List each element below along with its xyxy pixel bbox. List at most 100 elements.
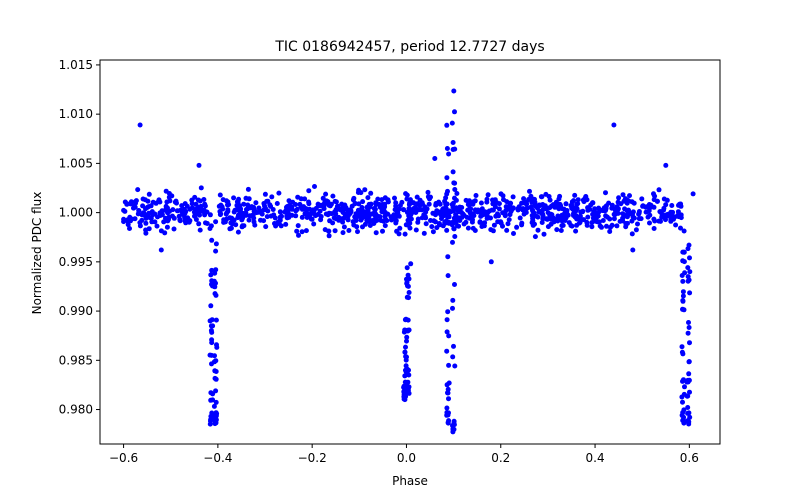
data-point [444, 201, 450, 207]
x-axis-label: Phase [392, 474, 428, 488]
data-point [413, 227, 419, 233]
data-point [157, 213, 163, 218]
data-point [405, 272, 411, 278]
data-point [467, 210, 473, 216]
data-point [209, 329, 215, 335]
data-point [510, 194, 516, 200]
data-point [575, 197, 581, 203]
data-point [419, 215, 425, 221]
data-point [599, 224, 604, 230]
y-tick-label: 0.980 [59, 403, 93, 417]
data-point [603, 213, 609, 219]
data-point [572, 192, 578, 198]
data-point [380, 207, 386, 213]
data-point [294, 228, 300, 234]
data-point [414, 201, 420, 207]
data-point [451, 226, 457, 232]
data-point [571, 198, 577, 204]
data-point [183, 220, 189, 226]
x-tick-label: 0.0 [397, 451, 416, 465]
data-point [682, 384, 687, 390]
data-point [680, 293, 686, 299]
data-point [154, 223, 160, 229]
data-point [425, 189, 431, 195]
data-point [586, 206, 592, 212]
data-point [445, 420, 451, 426]
data-point [519, 222, 525, 228]
data-point [627, 193, 632, 199]
data-point [687, 290, 693, 296]
data-point [213, 248, 219, 254]
data-point [538, 194, 544, 200]
data-point [685, 405, 691, 410]
data-point [563, 201, 569, 207]
data-point [382, 223, 388, 229]
data-point [429, 224, 435, 230]
data-point [530, 208, 536, 214]
data-point [378, 218, 384, 223]
data-point [651, 216, 657, 222]
data-point [681, 414, 687, 420]
data-point [437, 222, 442, 228]
data-point [444, 227, 450, 233]
data-point [504, 227, 510, 233]
data-point [408, 261, 414, 267]
data-point [274, 201, 280, 206]
data-point [259, 211, 265, 217]
data-point [685, 393, 691, 399]
data-point [356, 201, 362, 207]
data-point [285, 210, 291, 216]
data-point [671, 216, 676, 222]
data-point [450, 297, 456, 303]
data-point [171, 226, 177, 232]
data-point [137, 122, 143, 128]
data-point [452, 363, 458, 369]
data-point [140, 196, 146, 202]
data-point [685, 379, 691, 385]
data-point [555, 213, 561, 219]
data-point [211, 359, 217, 365]
data-point [235, 229, 241, 235]
data-point [181, 210, 187, 216]
data-point [330, 193, 336, 199]
data-point [624, 200, 630, 206]
data-point [262, 191, 268, 197]
data-point [554, 227, 560, 233]
data-point [127, 226, 132, 231]
data-point [214, 344, 220, 350]
data-point [505, 221, 511, 227]
data-point [209, 237, 215, 243]
data-point [444, 410, 450, 415]
data-point [264, 214, 270, 220]
data-point [573, 228, 579, 234]
data-point [469, 219, 475, 225]
data-point [535, 227, 541, 233]
data-point [673, 222, 679, 228]
data-point [296, 232, 301, 238]
data-point [635, 221, 640, 227]
data-point [125, 219, 131, 225]
data-point [286, 198, 292, 204]
data-point [161, 219, 167, 225]
data-point [428, 194, 433, 200]
data-point [177, 217, 183, 223]
data-point [362, 187, 368, 193]
data-point [507, 212, 513, 218]
data-point [445, 309, 451, 315]
data-point [319, 203, 324, 209]
data-point [219, 204, 225, 210]
data-point [404, 328, 410, 334]
data-point [643, 209, 649, 215]
data-point [404, 354, 409, 360]
data-point [207, 318, 213, 324]
data-point [680, 289, 686, 295]
data-point [452, 109, 457, 115]
data-point [678, 225, 683, 231]
data-point [568, 203, 574, 208]
data-point [326, 228, 332, 234]
data-point [600, 218, 606, 223]
data-point [405, 387, 411, 393]
data-point [338, 207, 344, 213]
data-point [196, 162, 202, 168]
data-point [284, 204, 290, 209]
